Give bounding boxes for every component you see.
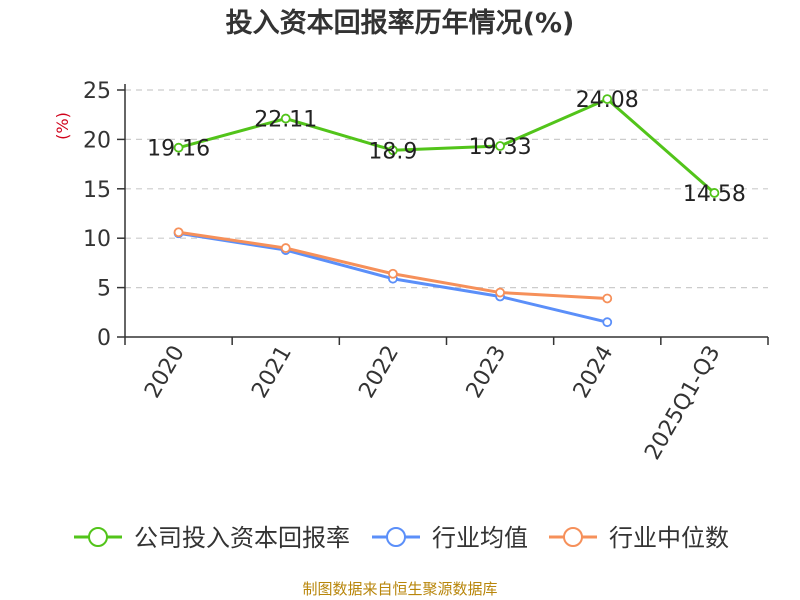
x-tick-label: 2023: [462, 342, 512, 403]
series-industry-median: [173, 227, 613, 304]
y-tick-label: 10: [83, 227, 111, 252]
y-tick-label: 25: [83, 79, 111, 104]
data-label: 18.9: [368, 139, 417, 164]
legend-label: 行业中位数: [609, 524, 729, 552]
x-tick-label: 2022: [354, 342, 404, 403]
legend-marker: [88, 527, 108, 547]
data-point: [602, 94, 613, 104]
data-label: 19.33: [469, 135, 532, 160]
x-tick-label: 2025Q1-Q3: [640, 342, 725, 465]
series-line: [177, 97, 716, 195]
data-point: [709, 188, 720, 198]
y-axis-label: (%): [53, 112, 72, 140]
data-label: 22.11: [254, 108, 317, 133]
data-point: [388, 268, 398, 279]
data-point: [280, 243, 291, 253]
legend-marker: [563, 527, 583, 547]
data-point: [602, 293, 613, 304]
data-label: 14.58: [683, 182, 746, 207]
chart-title: 投入资本回报率历年情况(%): [226, 7, 575, 39]
data-point: [602, 317, 613, 328]
legend-item: 行业均值: [372, 524, 528, 552]
data-label: 24.08: [576, 88, 639, 113]
y-tick-label: 20: [83, 128, 111, 153]
x-tick-label: 2024: [569, 342, 619, 403]
gridlines: [125, 89, 768, 289]
series-lines: [173, 94, 720, 328]
series-company: [173, 94, 720, 198]
legend-label: 行业均值: [432, 524, 528, 552]
data-labels: 19.16 22.11 18.9 19.33 24.08 14.58: [147, 88, 746, 207]
data-point: [495, 287, 505, 298]
legend-label: 公司投入资本回报率: [134, 524, 350, 552]
data-label: 19.16: [147, 137, 210, 162]
legend-marker: [386, 527, 406, 547]
series-line: [177, 230, 609, 300]
data-point: [173, 142, 184, 153]
data-point: [495, 141, 505, 151]
x-tick-label: 2020: [140, 342, 190, 403]
source-note: 制图数据来自恒生聚源数据库: [302, 580, 497, 598]
y-tick-label: 15: [83, 178, 111, 203]
data-point: [388, 145, 398, 156]
x-tick-label: 2021: [247, 342, 297, 403]
legend-item: 行业中位数: [549, 524, 729, 552]
legend: 公司投入资本回报率 行业均值 行业中位数: [74, 524, 729, 552]
y-tick-label: 5: [97, 277, 111, 302]
data-point: [173, 227, 184, 238]
legend-item: 公司投入资本回报率: [74, 524, 350, 552]
data-point: [280, 113, 291, 124]
y-tick-label: 0: [97, 326, 111, 351]
